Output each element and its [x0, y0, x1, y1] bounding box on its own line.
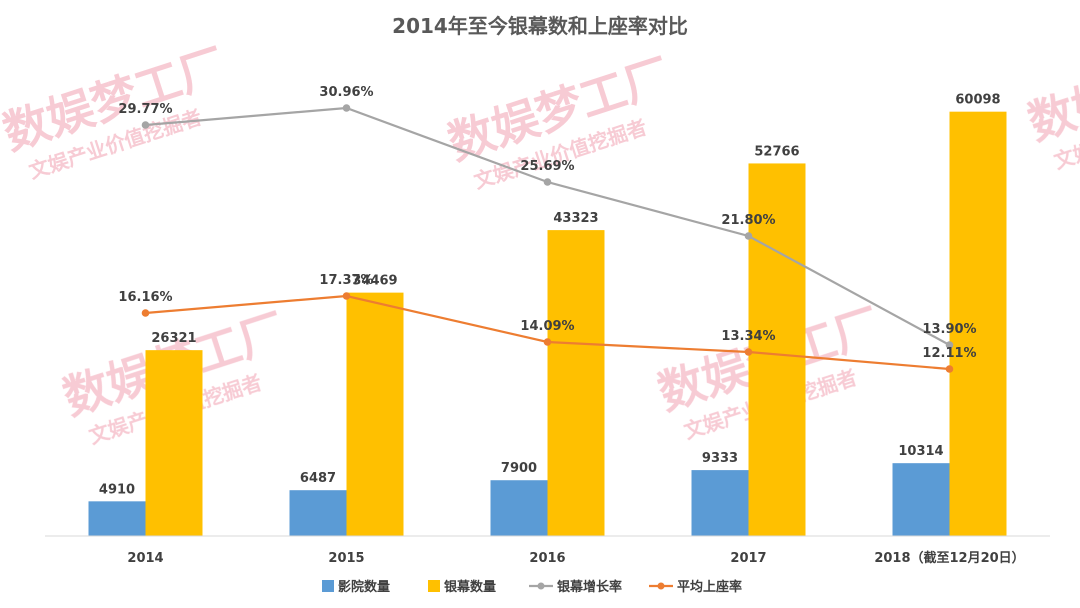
legend-label: 平均上座率 [677, 579, 742, 595]
watermark-main-text: 数娱梦工厂 [1022, 28, 1080, 150]
screen-growth-label: 25.69% [520, 159, 574, 174]
screen-count-label: 60098 [955, 93, 1000, 108]
screen-count-bar-2016 [547, 230, 605, 537]
legend-marker [537, 582, 545, 590]
cinema-count-bar-2016 [490, 480, 548, 536]
x-tick-label: 2015 [328, 551, 364, 566]
cinema-count-label: 7900 [501, 461, 537, 476]
occupancy-point [342, 292, 351, 300]
cinema-count-label: 9333 [702, 451, 738, 466]
cinema-count-bar-2014 [88, 501, 146, 536]
occupancy-label: 17.37% [319, 273, 373, 288]
occupancy-label: 16.16% [118, 290, 172, 305]
screen-count-bar-2017 [748, 163, 806, 536]
screen-count-label: 43323 [553, 211, 598, 226]
screen-growth-point [744, 232, 753, 240]
cinema-count-bar-2017 [691, 470, 749, 536]
screen-count-label: 26321 [151, 331, 196, 346]
screen-growth-label: 13.90% [922, 322, 976, 337]
cinema-count-label: 6487 [300, 471, 336, 486]
screen-count-label: 52766 [754, 144, 799, 159]
screen-count-bar-2014 [145, 350, 203, 536]
legend-marker [657, 582, 665, 590]
occupancy-point [141, 309, 150, 317]
occupancy-label: 13.34% [721, 329, 775, 344]
legend-label: 银幕数量 [444, 579, 496, 595]
legend-label: 影院数量 [338, 579, 390, 595]
screen-growth-label: 21.80% [721, 213, 775, 228]
screen-growth-point [945, 341, 954, 349]
screen-growth-point [141, 121, 150, 129]
occupancy-label: 12.11% [922, 346, 976, 361]
screen-growth-label: 29.77% [118, 102, 172, 117]
cinema-count-label: 10314 [898, 444, 943, 459]
x-tick-label: 2017 [730, 551, 766, 566]
x-tick-label: 2018（截至12月20日） [874, 550, 1024, 566]
screen-growth-label: 30.96% [319, 85, 373, 100]
screen-count-bar-2015 [346, 292, 404, 536]
screen-count-label: 34469 [352, 274, 397, 289]
occupancy-point [945, 365, 954, 373]
legend-swatch [322, 580, 334, 592]
cinema-count-bar-2018 [892, 463, 950, 536]
occupancy-point [543, 338, 552, 346]
occupancy-label: 14.09% [520, 319, 574, 334]
chart-title: 2014年至今银幕数和上座率对比 [392, 14, 688, 38]
screen-growth-point [342, 104, 351, 112]
cinema-count-label: 4910 [99, 482, 135, 497]
legend-label: 银幕增长率 [557, 579, 622, 595]
screen-count-bar-2018 [949, 111, 1007, 537]
screen-growth-point [543, 178, 552, 186]
x-tick-label: 2014 [127, 551, 163, 566]
legend-swatch [428, 580, 440, 592]
occupancy-point [744, 348, 753, 356]
cinema-count-bar-2015 [289, 490, 347, 536]
x-tick-label: 2016 [529, 551, 565, 566]
